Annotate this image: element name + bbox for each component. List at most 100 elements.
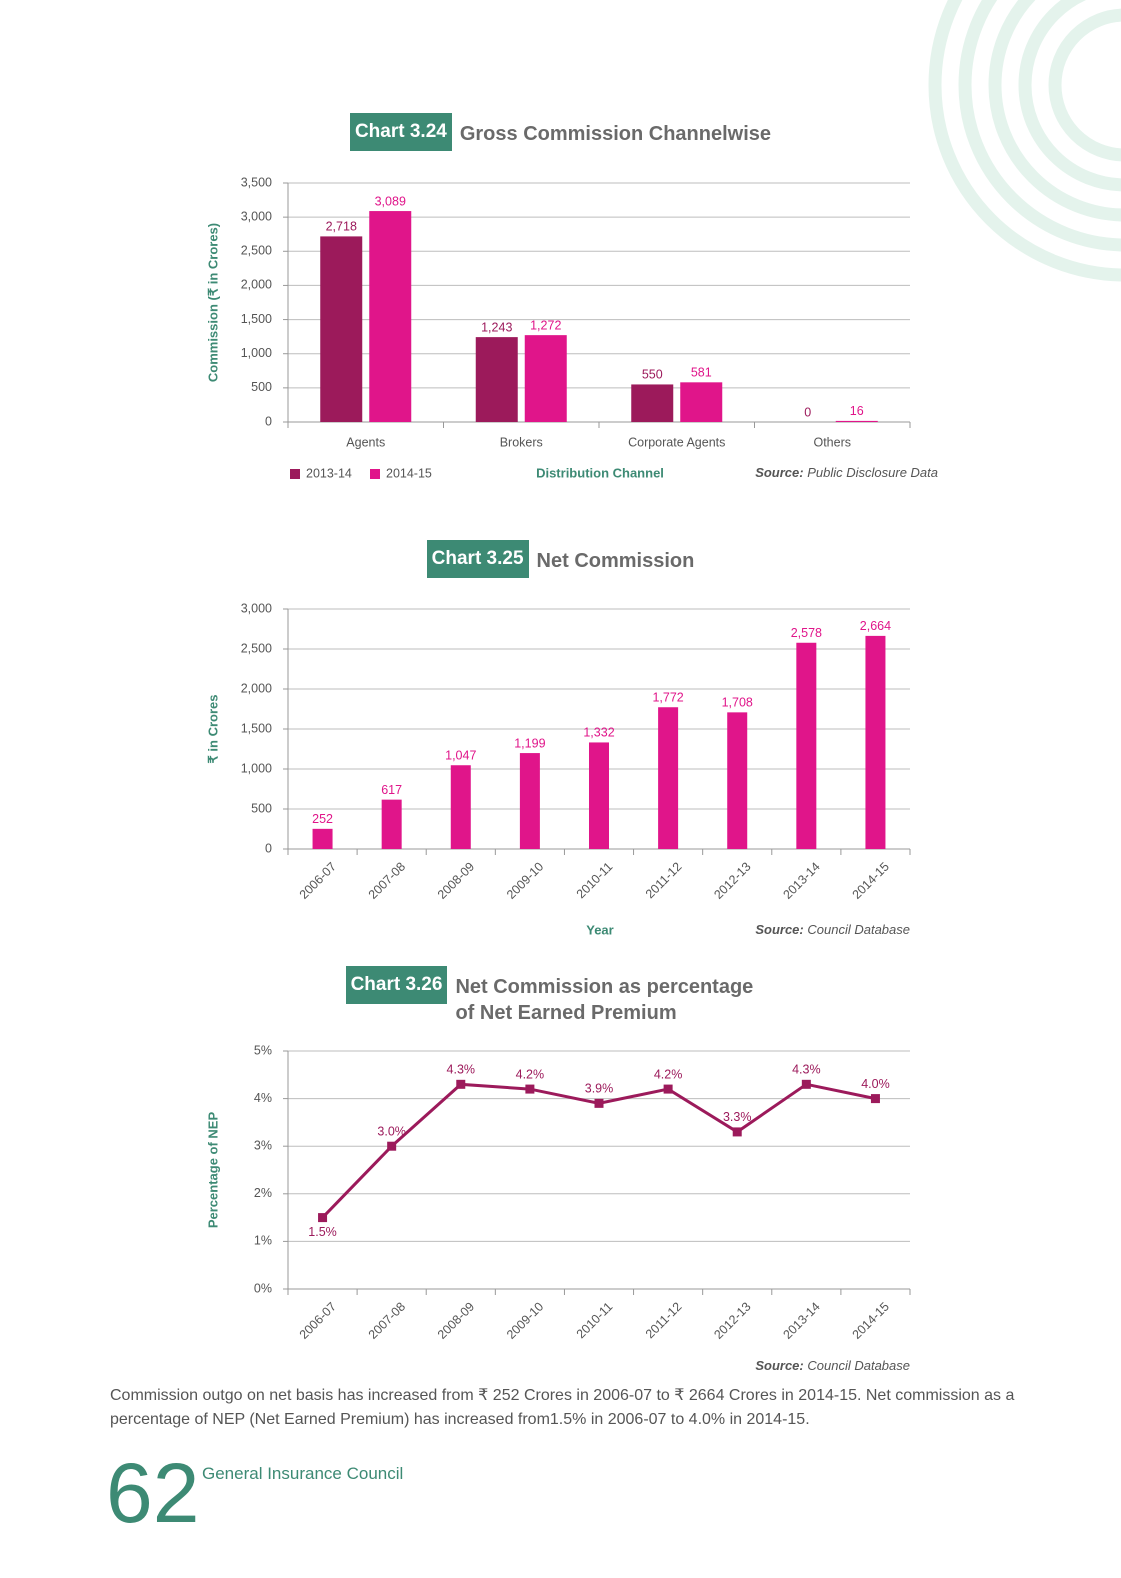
x-tick-label: 2013-14 bbox=[780, 1300, 822, 1342]
y-axis-label: Percentage of NEP bbox=[205, 1112, 220, 1229]
x-tick-label: Others bbox=[813, 435, 851, 449]
y-tick-label: 2,000 bbox=[241, 278, 272, 292]
bar bbox=[312, 828, 333, 849]
marker bbox=[525, 1084, 535, 1094]
bar bbox=[519, 753, 540, 849]
x-tick-label: 2012-13 bbox=[711, 860, 753, 902]
y-tick-label: 1% bbox=[254, 1234, 272, 1248]
y-tick-label: 2,500 bbox=[241, 244, 272, 258]
marker bbox=[732, 1127, 742, 1137]
value-label: 3.9% bbox=[585, 1082, 614, 1096]
value-label: 1,708 bbox=[722, 696, 753, 710]
arc bbox=[928, 0, 1121, 282]
y-tick-label: 1,500 bbox=[241, 312, 272, 326]
value-label: 3,089 bbox=[375, 194, 406, 208]
value-label: 1,199 bbox=[514, 736, 545, 750]
y-tick-label: 3% bbox=[254, 1138, 272, 1152]
value-label: 4.3% bbox=[792, 1063, 821, 1077]
source: Source: Council Database bbox=[755, 1358, 910, 1373]
value-label: 1.5% bbox=[308, 1225, 337, 1239]
y-tick-label: 3,000 bbox=[241, 601, 272, 615]
value-label: 2,664 bbox=[860, 619, 891, 633]
x-tick-label: 2009-10 bbox=[504, 1300, 546, 1342]
marker bbox=[387, 1141, 397, 1151]
bar bbox=[524, 335, 567, 422]
chart-label: Chart 3.26 bbox=[345, 966, 448, 1004]
y-tick-label: 3,500 bbox=[241, 175, 272, 189]
bar bbox=[589, 742, 609, 849]
value-label: 16 bbox=[850, 404, 864, 418]
bar bbox=[381, 799, 402, 849]
marker bbox=[594, 1098, 604, 1108]
chart-label: Chart 3.25 bbox=[426, 540, 529, 578]
value-label: 1,243 bbox=[481, 320, 512, 334]
value-label: 252 bbox=[312, 812, 333, 826]
bar bbox=[631, 384, 674, 422]
chart-label: Chart 3.24 bbox=[349, 113, 452, 151]
value-label: 0 bbox=[804, 405, 811, 419]
x-axis-label: Year bbox=[586, 922, 613, 937]
source-text: Council Database bbox=[807, 922, 910, 937]
bar bbox=[796, 642, 817, 849]
bar bbox=[865, 635, 886, 849]
value-label: 1,272 bbox=[530, 318, 561, 332]
marker bbox=[870, 1094, 880, 1104]
legend-label: 2014-15 bbox=[386, 466, 432, 480]
bar bbox=[658, 707, 679, 849]
x-tick-label: Agents bbox=[346, 435, 385, 449]
legend-swatch bbox=[370, 469, 380, 479]
chart-title: Net Commission as percentage of Net Earn… bbox=[455, 976, 754, 1024]
x-axis-label: Distribution Channel bbox=[536, 465, 664, 480]
x-tick-label: 2013-14 bbox=[780, 860, 822, 902]
marker bbox=[801, 1079, 811, 1089]
bar bbox=[369, 211, 412, 422]
legend-label: 2013-14 bbox=[306, 466, 352, 480]
x-tick-label: 2012-13 bbox=[711, 1300, 753, 1342]
y-tick-label: 1,000 bbox=[241, 346, 272, 360]
y-axis-label: Commission (₹ in Crores) bbox=[205, 223, 220, 382]
y-tick-label: 500 bbox=[251, 380, 272, 394]
y-tick-label: 2,000 bbox=[241, 681, 272, 695]
bar bbox=[727, 712, 748, 849]
value-label: 550 bbox=[642, 368, 663, 382]
value-label: 4.0% bbox=[861, 1077, 890, 1091]
bar bbox=[835, 420, 878, 422]
value-label: 4.2% bbox=[654, 1067, 683, 1081]
arc bbox=[1018, 0, 1121, 192]
value-label: 3.0% bbox=[377, 1124, 406, 1138]
paragraph: Commission outgo on net basis has increa… bbox=[110, 1387, 1015, 1428]
value-label: 3.3% bbox=[723, 1110, 752, 1124]
y-tick-label: 0 bbox=[265, 414, 272, 428]
x-tick-label: 2006-07 bbox=[297, 1300, 339, 1342]
value-label: 2,578 bbox=[791, 626, 822, 640]
y-tick-label: 4% bbox=[254, 1091, 272, 1105]
marker bbox=[318, 1213, 328, 1223]
x-tick-label: 2006-07 bbox=[297, 860, 339, 902]
source-label: Source: bbox=[755, 465, 803, 480]
chart-header: Chart 3.24 Gross Commission Channelwise bbox=[0, 113, 1121, 151]
x-tick-label: 2007-08 bbox=[366, 860, 408, 902]
legend-swatch bbox=[290, 469, 300, 479]
value-label: 2,718 bbox=[326, 220, 357, 234]
y-axis-label: ₹ in Crores bbox=[205, 695, 220, 764]
bar bbox=[450, 765, 471, 849]
x-tick-label: 2014-15 bbox=[850, 1300, 892, 1342]
source-text: Public Disclosure Data bbox=[807, 465, 938, 480]
x-tick-label: 2010-11 bbox=[574, 860, 616, 902]
x-tick-label: 2007-08 bbox=[366, 1300, 408, 1342]
x-tick-label: 2011-12 bbox=[643, 860, 685, 902]
x-tick-label: 2008-09 bbox=[435, 1300, 477, 1342]
page-number: 62 bbox=[106, 1446, 200, 1540]
source-label: Source: bbox=[755, 1358, 803, 1373]
bar bbox=[680, 382, 723, 422]
bar bbox=[320, 236, 363, 422]
x-tick-label: 2010-11 bbox=[574, 1300, 616, 1342]
source-label: Source: bbox=[755, 922, 803, 937]
y-tick-label: 2,500 bbox=[241, 641, 272, 655]
chart-header: Chart 3.26 Net Commission as percentage o… bbox=[0, 966, 1121, 1026]
arc bbox=[988, 0, 1121, 222]
y-tick-label: 1,500 bbox=[241, 721, 272, 735]
source: Source: Council Database bbox=[755, 922, 910, 937]
x-tick-label: Brokers bbox=[500, 435, 543, 449]
